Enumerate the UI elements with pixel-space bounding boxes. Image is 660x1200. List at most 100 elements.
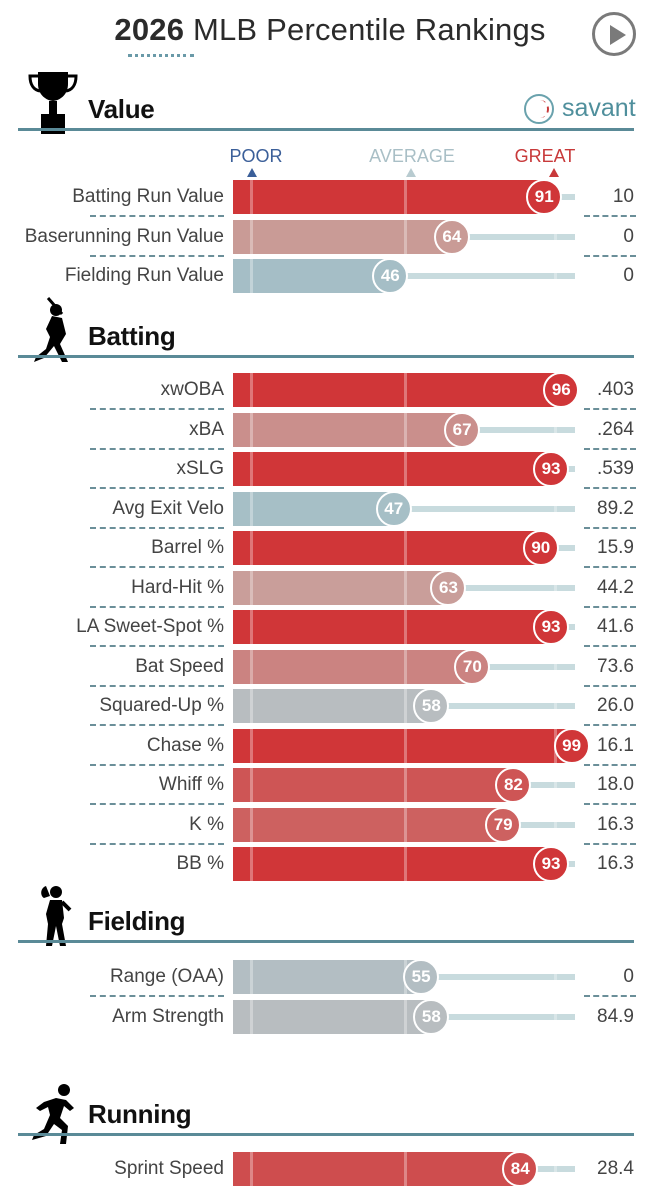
baseball-logo-icon	[524, 94, 554, 124]
metric-name: Barrel %	[151, 537, 224, 558]
poor-tick	[250, 808, 254, 842]
row-separator	[90, 408, 224, 410]
percentile-badge: 82	[495, 767, 532, 803]
batter-icon	[26, 296, 80, 364]
average-tick	[404, 847, 407, 881]
average-tick	[404, 808, 407, 842]
row-separator	[90, 487, 224, 489]
metric-name: xSLG	[176, 458, 224, 479]
row-separator	[90, 606, 224, 608]
row-separator	[90, 685, 224, 687]
poor-tick	[250, 1152, 254, 1186]
poor-tick	[250, 729, 254, 763]
great-tick	[554, 220, 558, 254]
poor-tick	[250, 689, 254, 723]
metric-value: 18.0	[597, 774, 634, 795]
great-tick	[554, 1000, 558, 1034]
average-tick	[404, 1152, 407, 1186]
poor-tick	[250, 610, 254, 644]
section-title-batting: Batting	[88, 321, 176, 351]
percentile-badge: 67	[444, 412, 481, 448]
metric-value: 84.9	[597, 1006, 634, 1027]
great-tick	[554, 960, 558, 994]
metric-name: Chase %	[146, 735, 224, 756]
average-tick	[404, 452, 407, 486]
percentile-bar	[233, 452, 552, 486]
percentile-bar	[233, 571, 449, 605]
metric-name: Baserunning Run Value	[24, 226, 224, 247]
percentile-bar	[233, 413, 463, 447]
row-separator	[584, 724, 636, 726]
average-tick	[404, 571, 407, 605]
section-divider	[18, 1133, 634, 1136]
metric-name: K %	[189, 814, 224, 835]
metric-value: 0	[623, 966, 634, 987]
average-tick	[404, 220, 407, 254]
average-tick	[404, 373, 407, 407]
metric-value: 28.4	[597, 1158, 634, 1179]
percentile-badge: 99	[553, 728, 590, 764]
metric-name: Range (OAA)	[109, 966, 224, 987]
scale-poor-arrow	[247, 168, 257, 177]
percentile-bar	[233, 531, 541, 565]
metric-name: Fielding Run Value	[64, 265, 224, 286]
row-separator	[584, 487, 636, 489]
percentile-bar	[233, 689, 432, 723]
page-title: 2026 MLB Percentile Rankings	[0, 12, 660, 48]
metric-value: 10	[612, 186, 634, 207]
metric-value: 89.2	[597, 498, 634, 519]
row-separator	[90, 803, 224, 805]
metric-name: BB %	[176, 853, 224, 874]
metric-value: .264	[597, 419, 634, 440]
row-separator	[584, 645, 636, 647]
section-divider	[18, 355, 634, 358]
section-divider	[18, 940, 634, 943]
poor-tick	[250, 531, 254, 565]
row-separator	[584, 685, 636, 687]
metric-value: 44.2	[597, 577, 634, 598]
metric-value: 73.6	[597, 656, 634, 677]
poor-tick	[250, 650, 254, 684]
row-separator	[90, 764, 224, 766]
percentile-bar	[233, 1152, 521, 1186]
metric-name: Batting Run Value	[72, 186, 224, 207]
percentile-bar	[233, 220, 452, 254]
percentile-badge: 93	[533, 846, 570, 882]
average-tick	[404, 650, 407, 684]
average-tick	[404, 689, 407, 723]
runner-icon	[26, 1080, 80, 1148]
percentile-badge: 91	[526, 179, 563, 215]
average-tick	[404, 413, 407, 447]
metric-value: 16.3	[597, 814, 634, 835]
percentile-bar	[233, 180, 545, 214]
average-tick	[404, 610, 407, 644]
metric-value: 15.9	[597, 537, 634, 558]
percentile-badge: 93	[533, 451, 570, 487]
metric-name: Avg Exit Velo	[112, 498, 224, 519]
savant-brand[interactable]: savant	[524, 94, 639, 126]
percentile-bar	[233, 808, 504, 842]
great-tick	[554, 259, 558, 293]
title-underline	[128, 54, 194, 57]
percentile-badge: 64	[433, 219, 470, 255]
poor-tick	[250, 768, 254, 802]
row-separator	[584, 448, 636, 450]
poor-tick	[250, 571, 254, 605]
poor-tick	[250, 847, 254, 881]
row-separator	[90, 448, 224, 450]
percentile-bar	[233, 259, 391, 293]
metric-name: Bat Speed	[135, 656, 224, 677]
trophy-icon	[26, 68, 80, 136]
metric-name: Arm Strength	[112, 1006, 224, 1027]
great-tick	[554, 650, 558, 684]
poor-tick	[250, 220, 254, 254]
metric-value: 16.1	[597, 735, 634, 756]
percentile-badge: 79	[485, 807, 522, 843]
percentile-badge: 58	[413, 999, 450, 1035]
row-separator	[584, 255, 636, 257]
metric-name: Whiff %	[158, 774, 224, 795]
average-tick	[404, 180, 407, 214]
poor-tick	[250, 413, 254, 447]
play-icon[interactable]	[592, 12, 636, 56]
percentile-badge: 84	[502, 1151, 539, 1187]
